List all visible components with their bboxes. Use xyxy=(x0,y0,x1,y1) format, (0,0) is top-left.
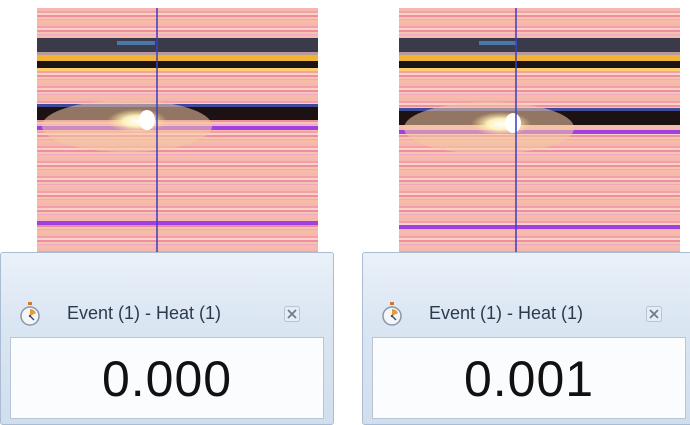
finish-line-image xyxy=(399,8,680,285)
stopwatch-icon xyxy=(382,302,402,326)
timer-window: Event (1) - Heat (1) 0.001 xyxy=(362,252,690,425)
time-display: 0.000 xyxy=(10,337,324,419)
stopwatch-icon xyxy=(20,302,40,326)
timer-window: Event (1) - Heat (1) 0.000 xyxy=(0,252,334,425)
close-icon[interactable] xyxy=(284,306,300,322)
time-display: 0.001 xyxy=(372,337,686,419)
window-titlebar[interactable]: Event (1) - Heat (1) xyxy=(363,253,690,333)
timer-panel-left: Event (1) - Heat (1) 0.000 xyxy=(0,0,340,425)
finish-line-image xyxy=(37,8,318,285)
close-icon[interactable] xyxy=(646,306,662,322)
time-value: 0.000 xyxy=(101,351,233,407)
window-title: Event (1) - Heat (1) xyxy=(429,303,584,323)
window-titlebar[interactable]: Event (1) - Heat (1) xyxy=(1,253,333,333)
timer-panel-right: Event (1) - Heat (1) 0.001 xyxy=(362,0,690,425)
time-value: 0.001 xyxy=(463,351,595,407)
window-title: Event (1) - Heat (1) xyxy=(67,303,222,323)
